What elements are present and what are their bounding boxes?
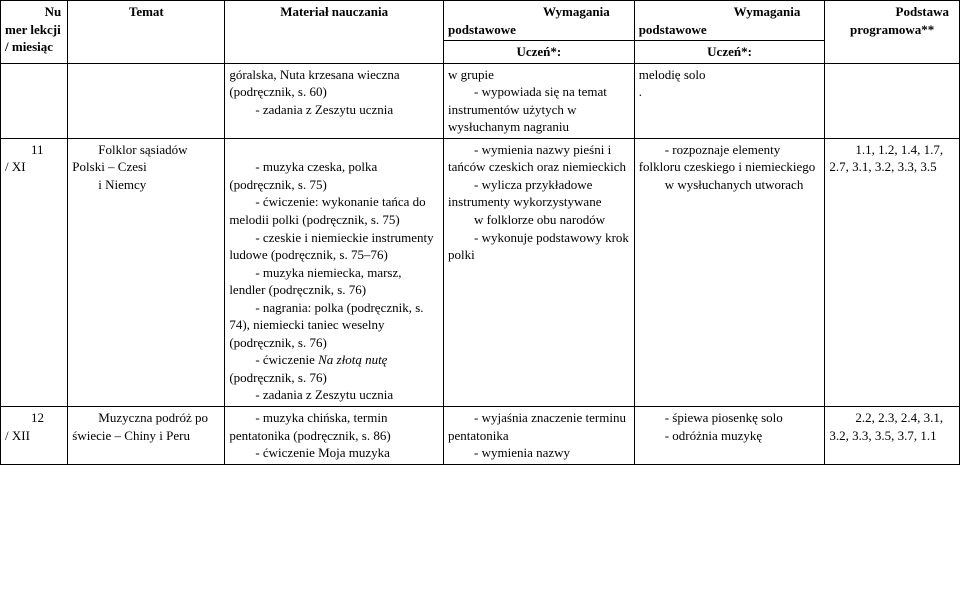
cell-req1-11: - wymienia nazwy pieśni i tańców czeskic… <box>444 138 635 406</box>
cell-material-12: - muzyka chińska, termin pentatonika (po… <box>225 407 444 465</box>
table-row: 12 / XII Muzyczna podróż po świecie – Ch… <box>1 407 960 465</box>
cell-req2-11: - rozpoznaje elementy folkloru czeskiego… <box>634 138 825 406</box>
cell-req2-cont: melodię solo . <box>634 63 825 138</box>
header-req2-uczen: Uczeń*: <box>634 41 825 64</box>
cell-num-12: 12 / XII <box>1 407 68 465</box>
cell-topic-cont <box>68 63 225 138</box>
cell-topic-11: Folklor sąsiadów Polski – Czesi i Niemcy <box>68 138 225 406</box>
cell-material-cont: góralska, Nuta krzesana wieczna (podręcz… <box>225 63 444 138</box>
hdr-req2-title: Wymagania <box>639 3 821 21</box>
curriculum-table: Nu mer lekcji / miesiąc Temat Materiał n… <box>0 0 960 465</box>
hdr-nu: Nu <box>5 3 63 21</box>
hdr-base-2: programowa** <box>829 21 955 39</box>
cell-base-12: 2.2, 2.3, 2.4, 3.1, 3.2, 3.3, 3.5, 3.7, … <box>825 407 960 465</box>
table-row: góralska, Nuta krzesana wieczna (podręcz… <box>1 63 960 138</box>
italic-text: Na złotą nutę <box>318 352 387 367</box>
cell-req1-12: - wyjaśnia znaczenie terminu pentatonika… <box>444 407 635 465</box>
header-req2: Wymagania podstawowe <box>634 1 825 41</box>
cell-num-cont <box>1 63 68 138</box>
header-base: Podstawa programowa** <box>825 1 960 64</box>
cell-req2-12: - śpiewa piosenkę solo - odróżnia muzykę <box>634 407 825 465</box>
table-row: 11 / XI Folklor sąsiadów Polski – Czesi … <box>1 138 960 406</box>
table-header: Nu mer lekcji / miesiąc Temat Materiał n… <box>1 1 960 64</box>
header-req1-uczen: Uczeń*: <box>444 41 635 64</box>
hdr-mer: mer lekcji / miesiąc <box>5 21 63 56</box>
cell-req1-cont: w grupie - wypowiada się na temat instru… <box>444 63 635 138</box>
header-material: Materiał nauczania <box>225 1 444 64</box>
hdr-base-1: Podstawa <box>829 3 955 21</box>
hdr-req1-sub: podstawowe <box>448 21 630 39</box>
cell-base-11: 1.1, 1.2, 1.4, 1.7, 2.7, 3.1, 3.2, 3.3, … <box>825 138 960 406</box>
hdr-req1-title: Wymagania <box>448 3 630 21</box>
cell-num-11: 11 / XI <box>1 138 68 406</box>
header-number: Nu mer lekcji / miesiąc <box>1 1 68 64</box>
cell-material-11: - muzyka czeska, polka (podręcznik, s. 7… <box>225 138 444 406</box>
header-req1: Wymagania podstawowe <box>444 1 635 41</box>
cell-base-cont <box>825 63 960 138</box>
hdr-req2-sub: podstawowe <box>639 21 821 39</box>
cell-topic-12: Muzyczna podróż po świecie – Chiny i Per… <box>68 407 225 465</box>
header-topic: Temat <box>68 1 225 64</box>
